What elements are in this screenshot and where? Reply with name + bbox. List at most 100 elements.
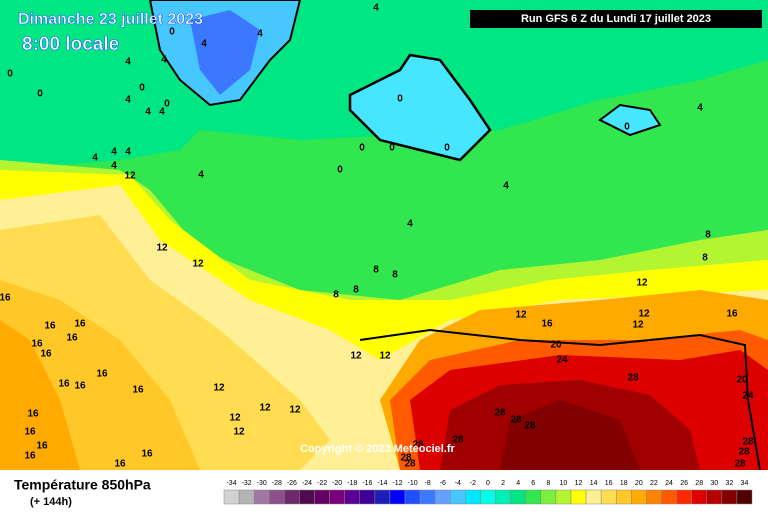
contour-label: 16 [141, 449, 153, 460]
contour-label: 16 [114, 459, 126, 470]
contour-label: 0 [164, 99, 170, 110]
contour-label: 0 [397, 94, 403, 105]
scale-swatch [510, 489, 526, 505]
contour-label: 12 [515, 310, 527, 321]
scale-swatch [419, 489, 436, 505]
contour-label: 28 [734, 459, 746, 470]
scale-label: 4 [516, 480, 520, 487]
legend-title: Température 850hPa [14, 477, 151, 493]
scale-swatch [631, 489, 647, 505]
contour-label: 16 [541, 319, 553, 330]
contour-label: 20 [736, 375, 748, 386]
scale-swatch [284, 489, 300, 505]
scale-label: 28 [695, 480, 703, 487]
contour-label: 12 [632, 320, 644, 331]
contour-label: 8 [333, 290, 339, 301]
contour-label: 0 [139, 83, 145, 94]
scale-swatch [676, 489, 692, 505]
contour-label: 4 [111, 161, 117, 172]
scale-label: -14 [377, 480, 387, 487]
contour-label: 4 [125, 95, 131, 106]
scale-label: -30 [257, 480, 267, 487]
scale-swatch [223, 489, 240, 505]
scale-label: -6 [440, 480, 446, 487]
scale-swatch [736, 489, 753, 505]
contour-label: 0 [169, 27, 175, 38]
contour-label: 12 [350, 351, 362, 362]
contour-label: 4 [161, 55, 167, 66]
forecast-date: Dimanche 23 juillet 2023 [18, 11, 203, 28]
contour-label: 24 [742, 391, 754, 402]
contour-label: 16 [726, 309, 738, 320]
scale-label: 20 [635, 480, 643, 487]
scale-swatch [238, 489, 255, 505]
zone [500, 400, 640, 470]
scale-label: -32 [242, 480, 252, 487]
contour-label: 0 [444, 143, 450, 154]
scale-swatch [253, 489, 270, 505]
contour-label: 8 [392, 270, 398, 281]
contour-label: 12 [229, 413, 241, 424]
scale-label: -34 [226, 480, 236, 487]
scale-label: 18 [620, 480, 628, 487]
contour-label: 16 [24, 427, 36, 438]
contour-label: 4 [145, 107, 151, 118]
contour-label: 16 [44, 321, 56, 332]
contour-label: 4 [92, 153, 98, 164]
scale-label: -2 [470, 480, 476, 487]
scale-label: 22 [650, 480, 658, 487]
scale-swatch [646, 489, 662, 505]
contour-label: 4 [198, 170, 204, 181]
scale-swatch [434, 489, 451, 505]
contour-label: 4 [125, 57, 131, 68]
contour-label: 28 [452, 435, 464, 446]
scale-swatch [615, 489, 632, 505]
contour-label: 16 [36, 441, 48, 452]
scale-label: 0 [486, 480, 490, 487]
scale-swatch [344, 489, 361, 505]
contour-label: 28 [742, 437, 754, 448]
contour-label: 16 [66, 333, 78, 344]
scale-label: 24 [665, 480, 673, 487]
scale-swatch [585, 489, 602, 505]
scale-swatch [465, 489, 481, 505]
contour-label: 4 [159, 107, 165, 118]
scale-label: -4 [455, 480, 461, 487]
contour-label: 8 [373, 265, 379, 276]
scale-swatch [555, 489, 572, 505]
contour-label: 16 [132, 385, 144, 396]
zone [0, 320, 80, 470]
scale-swatch [661, 489, 677, 505]
contour-label: 28 [524, 421, 536, 432]
contour-label: 0 [389, 143, 395, 154]
scale-swatch [359, 489, 376, 505]
contour-label: 4 [407, 219, 413, 230]
run-box [470, 10, 762, 28]
contour-label: 28 [404, 459, 416, 470]
contour-label: 4 [697, 103, 703, 114]
contour-label: 0 [7, 69, 13, 80]
scale-label: 26 [680, 480, 688, 487]
contour-label: 20 [550, 340, 562, 351]
contour-label: 12 [124, 171, 136, 182]
contour-label: 28 [400, 453, 412, 464]
scale-label: 16 [605, 480, 613, 487]
scale-label: -12 [392, 480, 402, 487]
scale-label: 8 [546, 480, 550, 487]
contour-label: 24 [556, 355, 568, 366]
contour-label: 12 [259, 403, 271, 414]
contour-label: 0 [624, 122, 630, 133]
contour-label: 16 [58, 379, 70, 390]
contour-label: 8 [353, 285, 359, 296]
scale-label: -26 [287, 480, 297, 487]
contour-label: 4 [257, 29, 263, 40]
contour-label: 8 [705, 230, 711, 241]
contour-label: 12 [636, 278, 648, 289]
scale-swatch [389, 489, 406, 505]
scale-swatch [450, 489, 466, 505]
scale-swatch [540, 489, 557, 505]
contour-label: 12 [156, 243, 168, 254]
scale-label: -22 [317, 480, 327, 487]
scale-label: 10 [560, 480, 568, 487]
scale-swatch [404, 489, 421, 505]
